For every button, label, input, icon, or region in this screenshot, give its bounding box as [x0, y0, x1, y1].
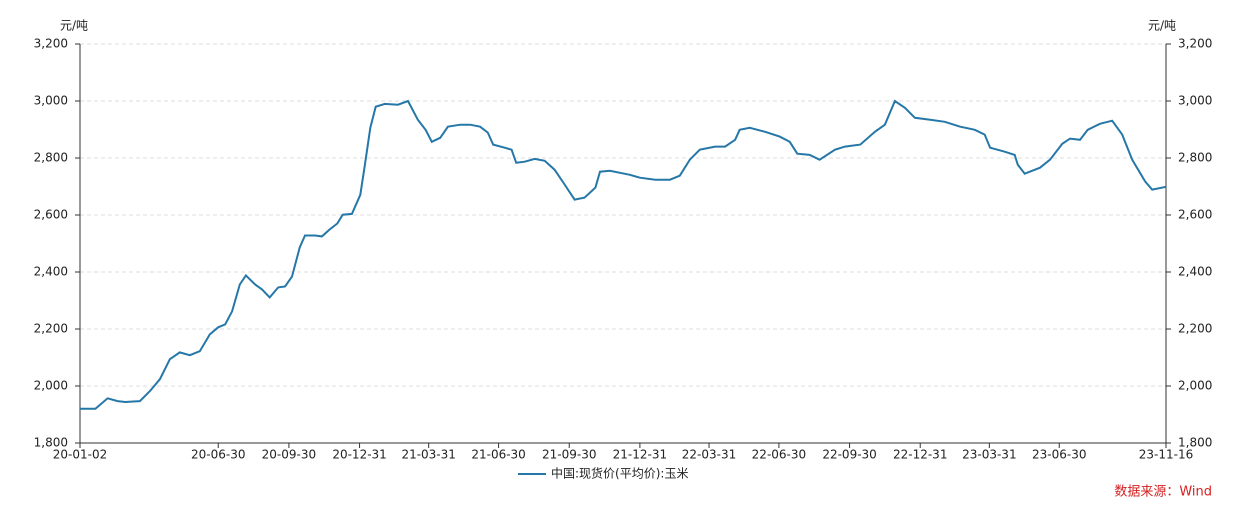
y2-tick-label: 2,800	[1178, 151, 1212, 165]
y-unit-left: 元/吨	[60, 19, 88, 33]
x-tick-label: 22-12-31	[893, 448, 947, 462]
x-tick-label: 20-06-30	[191, 448, 245, 462]
y2-tick-label: 1,800	[1178, 436, 1212, 450]
y2-tick-label: 2,200	[1178, 322, 1212, 336]
x-tick-label: 21-06-30	[471, 448, 525, 462]
y-unit-right: 元/吨	[1148, 19, 1176, 33]
x-tick-label: 23-03-31	[962, 448, 1016, 462]
x-tick-label: 22-09-30	[822, 448, 876, 462]
x-tick-label: 22-03-31	[682, 448, 736, 462]
x-tick-label: 23-11-16	[1139, 448, 1193, 462]
y2-tick-label: 3,000	[1178, 94, 1212, 108]
x-tick-label: 21-12-31	[613, 448, 667, 462]
y2-tick-label: 3,200	[1178, 37, 1212, 51]
y-tick-label: 2,600	[34, 208, 68, 222]
x-tick-label: 23-06-30	[1032, 448, 1086, 462]
x-tick-label: 20-09-30	[262, 448, 316, 462]
x-tick-label: 21-09-30	[542, 448, 596, 462]
y-tick-label: 1,800	[34, 436, 68, 450]
y-tick-label: 2,400	[34, 265, 68, 279]
y-tick-label: 2,200	[34, 322, 68, 336]
source: 数据来源：Wind	[1114, 485, 1212, 500]
x-tick-label: 20-12-31	[332, 448, 386, 462]
y-tick-label: 2,800	[34, 151, 68, 165]
y-tick-label: 2,000	[34, 379, 68, 393]
price-line	[80, 99, 1167, 410]
legend-label: 中国:现货价(平均价):玉米	[551, 466, 688, 481]
y-tick-label: 3,200	[34, 37, 68, 51]
x-tick-label: 22-06-30	[752, 448, 806, 462]
y-tick-label: 3,000	[34, 94, 68, 108]
y2-tick-label: 2,600	[1178, 208, 1212, 222]
x-tick-label: 20-01-02	[53, 448, 107, 462]
y2-tick-label: 2,400	[1178, 265, 1212, 279]
y2-tick-label: 2,000	[1178, 379, 1212, 393]
x-tick-label: 21-03-31	[401, 448, 455, 462]
